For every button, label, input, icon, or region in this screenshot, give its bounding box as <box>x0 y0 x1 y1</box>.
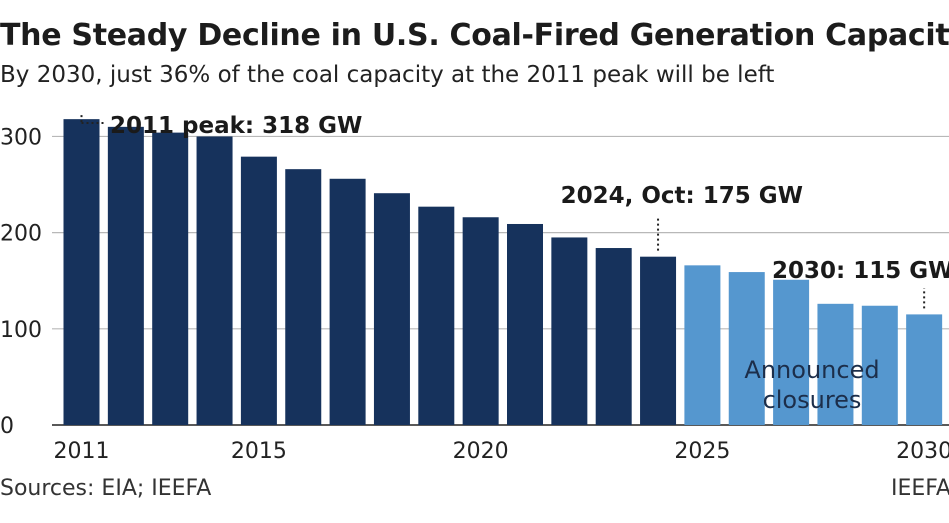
y-tick-label: 100 <box>0 318 42 343</box>
bar-historical <box>507 223 543 425</box>
bar-historical <box>329 178 366 425</box>
y-tick-label: 200 <box>0 222 42 247</box>
bar-historical <box>285 169 322 425</box>
announced-closures-label: Announced <box>744 356 879 384</box>
bar-historical <box>373 193 410 425</box>
bar-historical <box>107 126 144 425</box>
bar-historical <box>63 119 100 426</box>
bar-historical <box>595 248 632 425</box>
x-tick-label: 2020 <box>453 439 509 464</box>
y-tick-label: 300 <box>0 125 42 150</box>
bar-historical <box>551 237 588 425</box>
source-note: Sources: EIA; IEEFA <box>0 476 212 501</box>
x-tick-label: 2025 <box>674 439 730 464</box>
chart-title: The Steady Decline in U.S. Coal-Fired Ge… <box>0 18 949 53</box>
x-tick-label: 2011 <box>54 439 110 464</box>
announced-closures-label: closures <box>763 386 862 414</box>
bar-historical <box>640 256 677 425</box>
bar-announced <box>906 314 943 425</box>
bar-announced <box>861 305 898 425</box>
bar-historical <box>240 156 277 425</box>
chart-subtitle: By 2030, just 36% of the coal capacity a… <box>0 62 775 88</box>
x-tick-label: 2015 <box>231 439 287 464</box>
bar-historical <box>152 132 189 425</box>
bar-announced <box>728 272 765 425</box>
bar-announced <box>817 303 854 425</box>
annotation-label: 2024, Oct: 175 GW <box>561 183 803 209</box>
credit-label: IEEFA <box>891 476 949 501</box>
bar-historical <box>462 217 499 425</box>
bar-historical <box>418 206 455 425</box>
annotation-label: 2030: 115 GW <box>772 258 949 284</box>
bar-announced <box>773 279 810 425</box>
x-tick-label: 2030 <box>896 439 949 464</box>
annotation-label: 2011 peak: 318 GW <box>110 113 362 139</box>
y-tick-label: 0 <box>0 414 14 439</box>
bar-historical <box>196 136 233 425</box>
bar-announced <box>684 265 721 425</box>
